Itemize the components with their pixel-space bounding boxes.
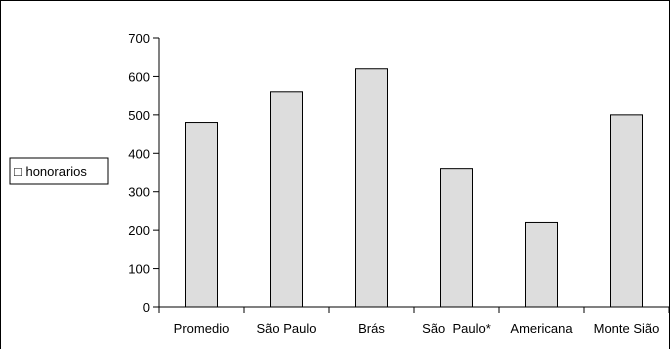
y-tick-label: 0 <box>143 300 150 315</box>
bar <box>355 68 388 308</box>
x-tick-label: São Paulo <box>257 321 317 336</box>
y-tick-label: 200 <box>128 223 150 238</box>
x-ticks <box>158 307 670 313</box>
bars <box>185 68 643 308</box>
x-tick-labels: Promedio São Paulo Brás São Paulo* Americana… <box>174 321 660 336</box>
y-tick-label: 100 <box>128 262 150 277</box>
x-tick-label: Brás <box>358 321 385 336</box>
bar <box>525 221 558 308</box>
y-ticks: 0 100 200 300 400 500 600 700 <box>128 31 159 315</box>
y-tick-label: 600 <box>128 69 150 84</box>
x-tick-label: Americana <box>510 321 573 336</box>
y-tick-label: 400 <box>128 146 150 161</box>
bar <box>270 91 303 308</box>
x-tick-label: Monte Sião <box>594 321 660 336</box>
y-tick-label: 500 <box>128 108 150 123</box>
bar <box>610 114 643 308</box>
y-tick-label: 700 <box>128 31 150 46</box>
x-tick-label: São Paulo* <box>422 321 491 336</box>
legend-text: □ honorarios <box>14 164 87 179</box>
legend: □ honorarios <box>9 157 109 185</box>
bar <box>185 122 218 308</box>
x-tick-label: Promedio <box>174 321 230 336</box>
y-tick-label: 300 <box>128 185 150 200</box>
bar <box>440 168 473 308</box>
legend-box <box>9 157 109 185</box>
